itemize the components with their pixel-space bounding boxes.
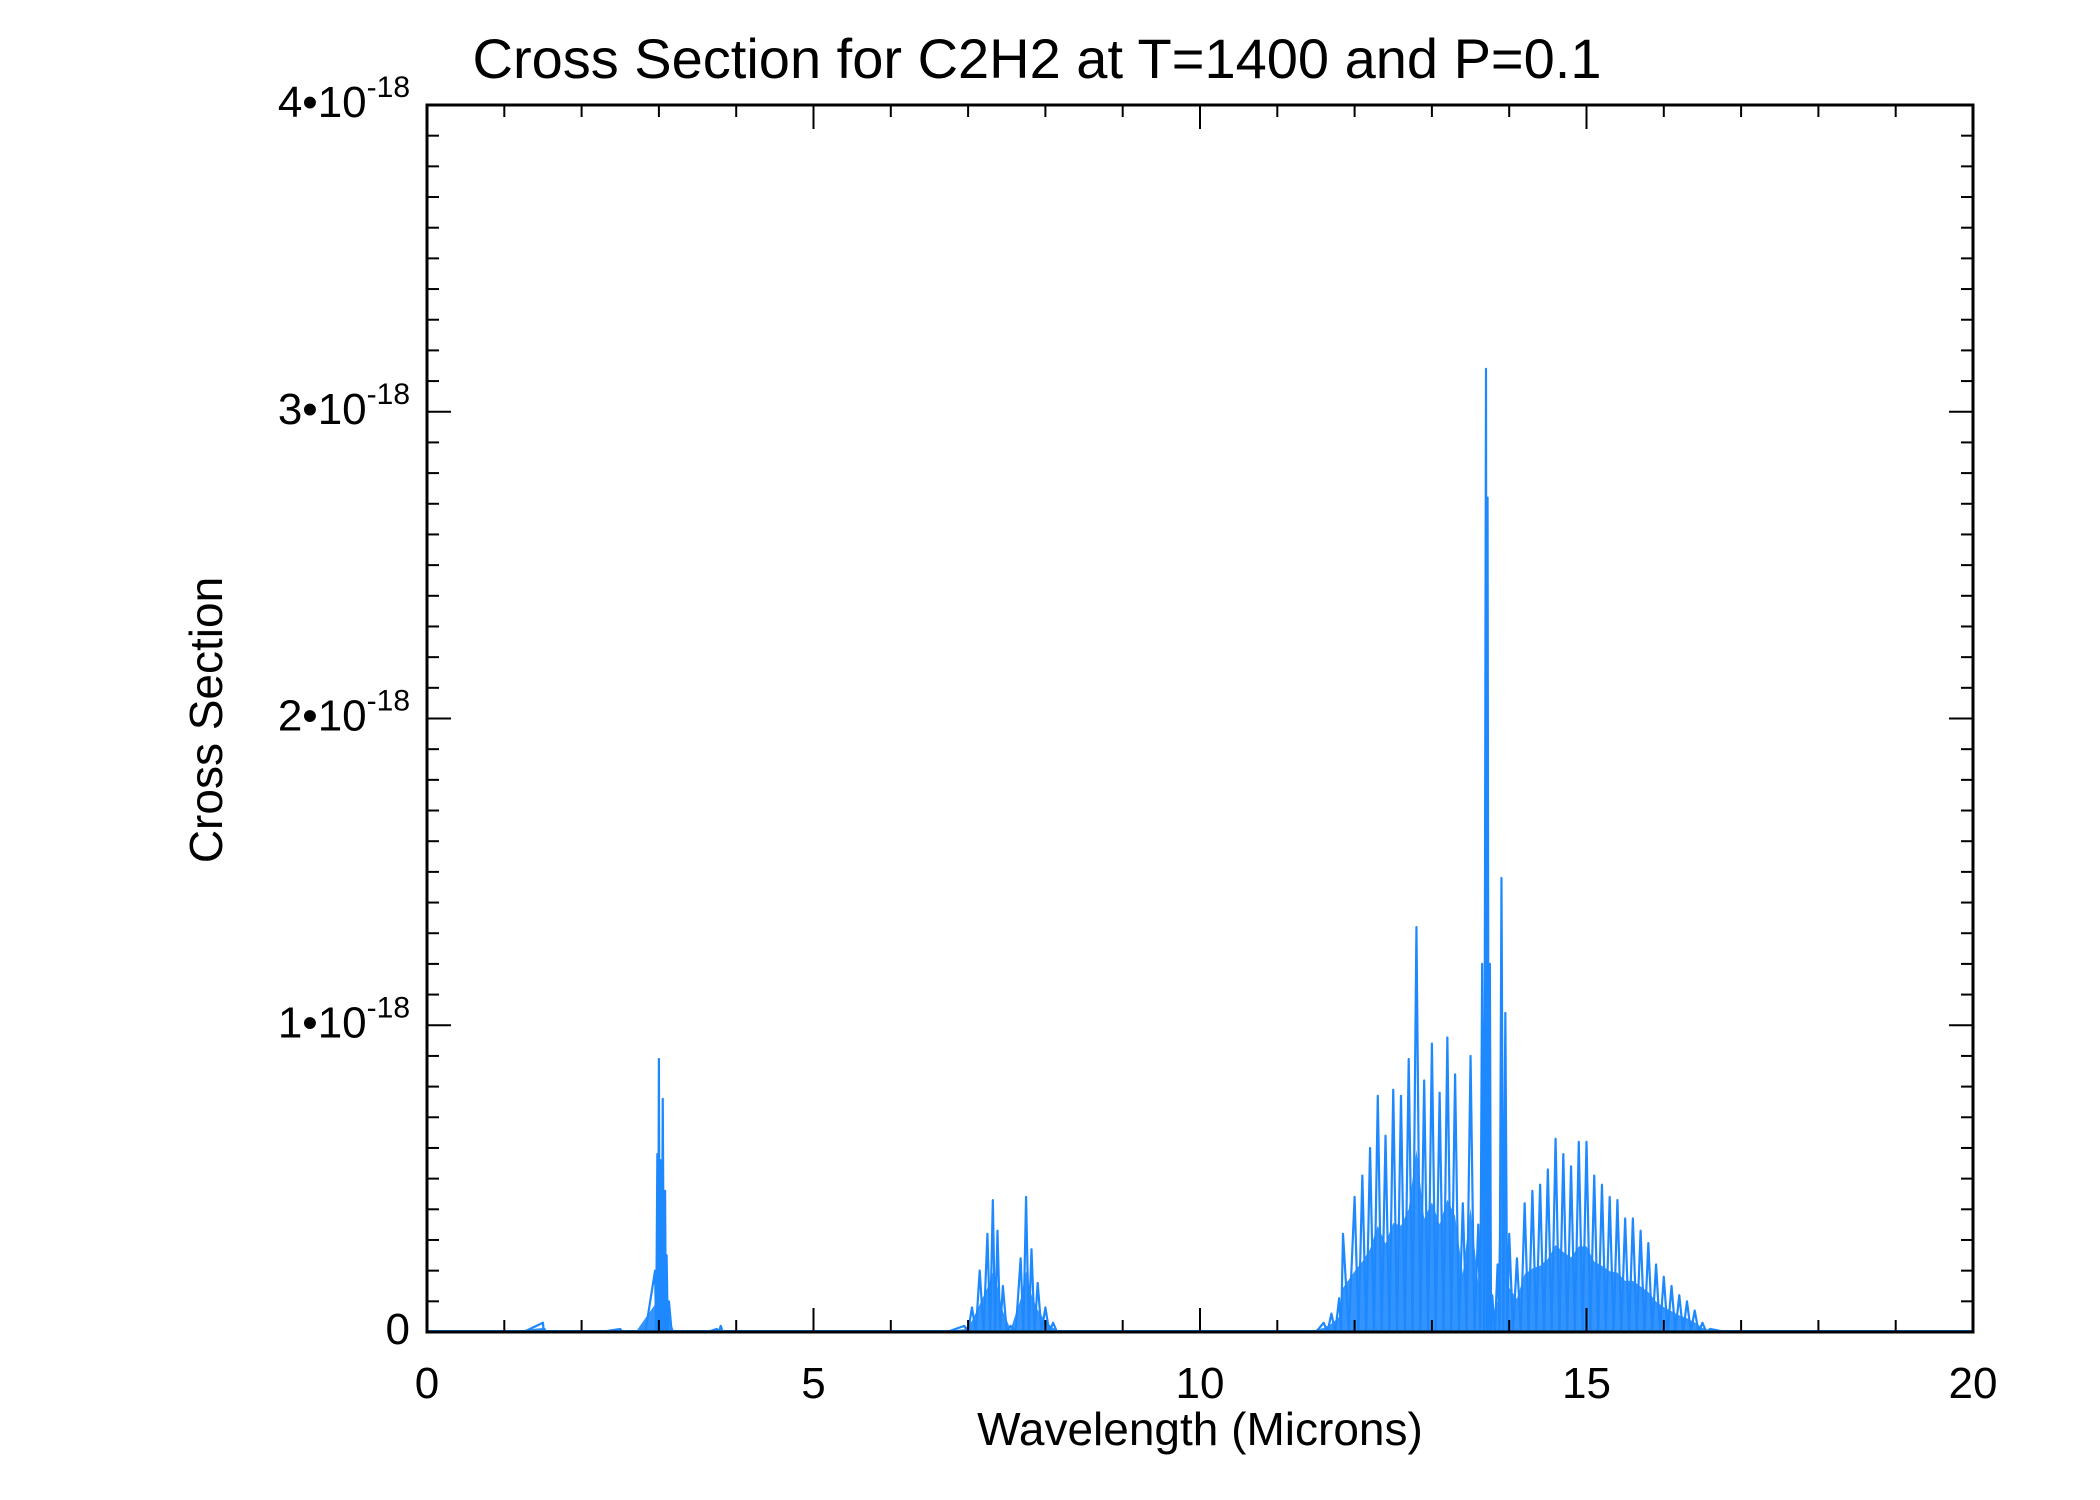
x-tick-label: 20 [1949,1359,1998,1408]
x-tick-label: 5 [801,1359,825,1408]
x-tick-label: 0 [415,1359,439,1408]
y-tick-label: 1•10-18 [278,991,410,1047]
x-axis: 0 5 10 15 20 [415,105,1998,1408]
y-tick-label: 0 [386,1305,410,1354]
plot-area [427,367,1973,1332]
y-axis-label: Cross Section [180,577,232,863]
x-tick-label: 15 [1562,1359,1611,1408]
series-layer [427,367,1973,1332]
series-band-fill [504,898,1973,1332]
y-tick-label: 3•10-18 [278,378,410,434]
chart-title: Cross Section for C2H2 at T=1400 and P=0… [473,27,1602,90]
y-axis: 0 1•10-18 2•10-18 3•10-18 4•10-18 [278,71,1973,1354]
x-axis-label: Wavelength (Microns) [977,1403,1423,1455]
x-tick-label: 10 [1176,1359,1225,1408]
y-tick-label: 4•10-18 [278,71,410,127]
y-tick-label: 2•10-18 [278,685,410,741]
series-line [504,367,1973,1332]
